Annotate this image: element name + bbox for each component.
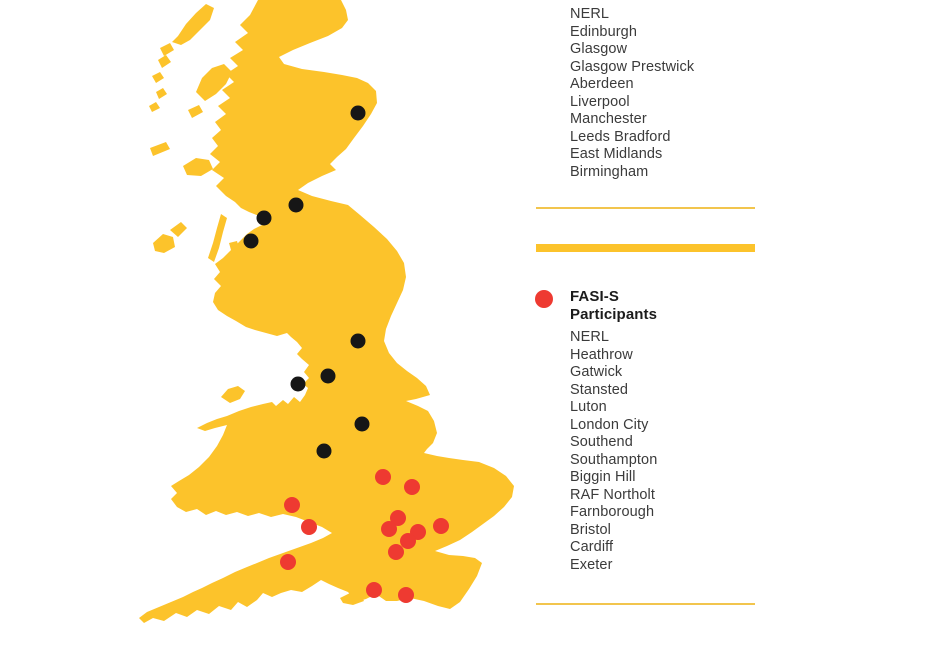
map-marker-red (284, 497, 300, 513)
map-marker-red (301, 519, 317, 535)
map-marker-black (316, 443, 332, 459)
map-marker-red (388, 544, 404, 560)
map-marker-red (398, 587, 414, 603)
map-marker-black (288, 197, 304, 213)
map-marker-black (350, 105, 366, 121)
map-marker-black (256, 210, 272, 226)
map-marker-black (354, 416, 370, 432)
map-marker-red (375, 469, 391, 485)
gb-map-shape (139, 0, 514, 623)
map-marker-red (400, 533, 416, 549)
map-marker-black (320, 368, 336, 384)
map-marker-black (243, 233, 259, 249)
map-marker-red (433, 518, 449, 534)
map-marker-red (366, 582, 382, 598)
markers-layer (243, 105, 449, 603)
map-marker-red (280, 554, 296, 570)
map-marker-black (290, 376, 306, 392)
map-marker-black (350, 333, 366, 349)
map-marker-red (381, 521, 397, 537)
map-marker-red (404, 479, 420, 495)
map-marker-red (390, 510, 406, 526)
